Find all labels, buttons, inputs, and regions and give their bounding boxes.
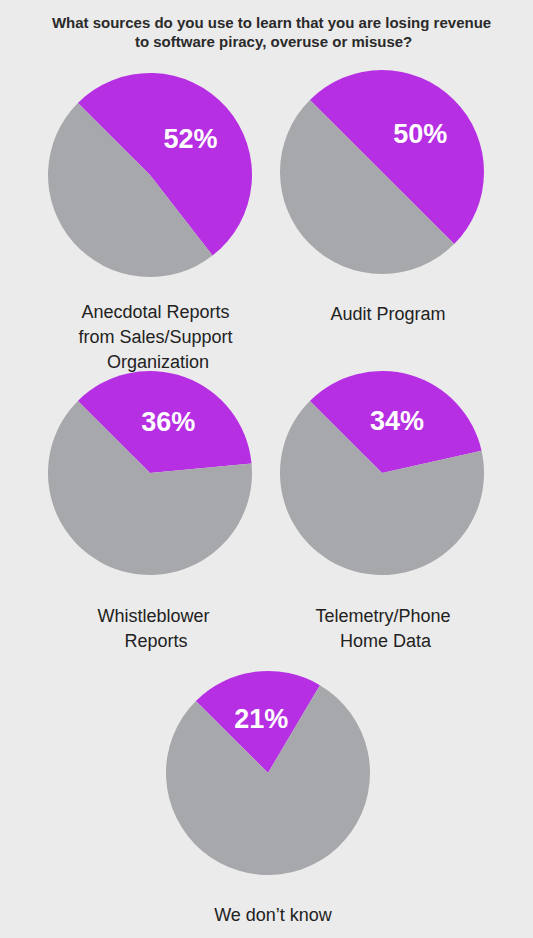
svg-text:from Sales/Support: from Sales/Support: [78, 327, 237, 347]
svg-text:Audit Program: Audit Program: [330, 304, 445, 324]
svg-text:21%: 21%: [234, 704, 288, 734]
svg-text:What sources do you use to lea: What sources do you use to learn that yo…: [52, 14, 491, 31]
svg-text:Home Data: Home Data: [335, 631, 432, 651]
svg-text:52%: 52%: [163, 124, 217, 154]
svg-text:36%: 36%: [141, 407, 195, 437]
svg-text:Whistleblower: Whistleblower: [97, 606, 214, 626]
svg-text:to software piracy, overuse or: to software piracy, overuse or misuse?: [131, 33, 412, 50]
svg-text:50%: 50%: [393, 119, 447, 149]
svg-text:34%: 34%: [370, 406, 424, 436]
svg-text:Anecdotal Reports: Anecdotal Reports: [81, 302, 234, 322]
svg-text:Reports: Reports: [124, 631, 187, 651]
svg-text:Organization: Organization: [107, 352, 209, 372]
svg-text:Telemetry/Phone: Telemetry/Phone: [315, 606, 450, 626]
svg-text:We don’t know: We don’t know: [214, 905, 333, 925]
